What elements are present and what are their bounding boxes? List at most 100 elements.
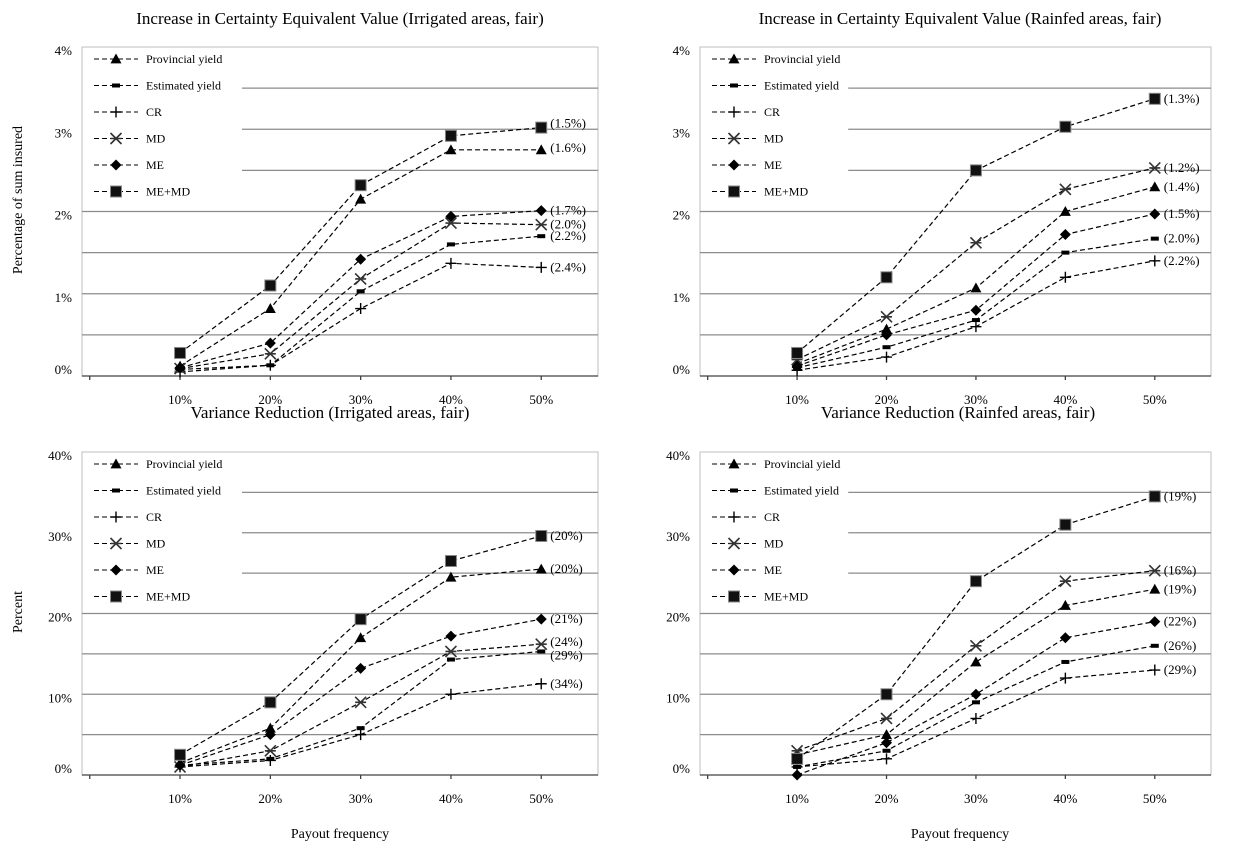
x-tick-label: 10%	[785, 392, 809, 407]
legend: Provincial yield Estimated yield CR MD ME ME+…	[712, 457, 840, 604]
legend-label: ME+MD	[146, 590, 190, 604]
legend-marker	[728, 159, 740, 171]
series-cr: (2.2%)	[791, 253, 1200, 376]
x-tick-label: 50%	[1143, 392, 1167, 407]
y-tick-label: 2%	[673, 208, 691, 223]
series-me-md: (20%)	[174, 528, 583, 761]
data-point	[1149, 583, 1161, 594]
data-point	[1148, 490, 1161, 503]
y-tick-label: 0%	[55, 362, 73, 377]
series-line	[796, 167, 1155, 361]
chart-title: Variance Reduction (Rainfed areas, fair)	[821, 403, 1095, 422]
series-annotation: (2.2%)	[550, 228, 586, 243]
legend-label: Estimated yield	[764, 484, 839, 498]
data-point	[445, 257, 457, 269]
series-me: (1.7%)	[174, 203, 586, 374]
legend-marker	[728, 185, 740, 198]
legend-label: MD	[764, 132, 784, 146]
y-tick-label: 30%	[666, 529, 690, 544]
legend-label: Provincial yield	[764, 52, 840, 66]
x-tick-label: 20%	[258, 791, 282, 806]
legend-label: CR	[146, 105, 162, 119]
x-tick-label: 30%	[964, 791, 988, 806]
data-point	[971, 318, 980, 323]
series-provincial-yield: (19%)	[791, 581, 1196, 760]
legend-label: MD	[146, 132, 166, 146]
data-point	[969, 236, 983, 249]
series-annotation: (2.4%)	[550, 259, 586, 274]
x-tick-label: 50%	[1143, 791, 1167, 806]
legend-label: ME	[146, 158, 164, 172]
legend-label: CR	[146, 510, 162, 524]
data-point	[970, 656, 982, 667]
data-point	[264, 337, 276, 349]
x-tick-label: 40%	[439, 392, 463, 407]
x-tick-label: 40%	[1053, 791, 1077, 806]
data-point	[174, 362, 186, 374]
y-tick-label: 4%	[55, 43, 73, 58]
data-point	[355, 662, 367, 674]
data-point	[881, 729, 893, 740]
chart-title: Increase in Certainty Equivalent Value (…	[759, 9, 1162, 28]
series-line	[179, 643, 542, 768]
data-point	[535, 144, 547, 155]
data-point	[445, 688, 457, 700]
legend-marker	[727, 537, 741, 550]
legend-marker	[110, 590, 122, 603]
data-point	[971, 700, 980, 705]
data-point	[354, 179, 367, 192]
series-annotation: (2.0%)	[550, 217, 586, 232]
y-axis-label: Percent	[11, 591, 26, 633]
legend-marker	[728, 564, 740, 576]
data-point	[1059, 632, 1071, 644]
legend-label: Estimated yield	[146, 484, 221, 498]
x-tick-label: 20%	[875, 791, 899, 806]
series-line	[179, 683, 542, 768]
legend-marker	[112, 488, 120, 493]
legend-marker	[728, 590, 740, 603]
data-point	[446, 657, 455, 662]
data-point	[881, 737, 893, 749]
data-point	[1150, 236, 1159, 241]
series-estimated-yield: (26%)	[793, 638, 1196, 769]
x-tick-label: 30%	[349, 392, 373, 407]
y-tick-label: 10%	[48, 690, 72, 705]
legend-label: ME+MD	[764, 590, 808, 604]
legend-label: Provincial yield	[764, 457, 840, 471]
y-tick-label: 3%	[55, 125, 73, 140]
data-point	[535, 205, 547, 217]
data-point	[264, 754, 276, 766]
data-point	[356, 726, 365, 731]
y-tick-label: 20%	[48, 610, 72, 625]
data-point	[355, 729, 367, 741]
legend-marker	[112, 83, 120, 88]
series-annotation: (1.3%)	[1164, 91, 1200, 106]
data-point	[535, 261, 547, 273]
y-tick-label: 0%	[55, 761, 73, 776]
chart-title: Variance Reduction (Irrigated areas, fai…	[191, 403, 470, 422]
data-point	[791, 360, 803, 372]
series-annotation: (2.0%)	[1164, 231, 1200, 246]
series-annotation: (26%)	[1164, 638, 1197, 653]
data-point	[264, 347, 277, 360]
series-md: (16%)	[791, 563, 1196, 757]
legend-label: ME	[764, 158, 782, 172]
y-tick-label: 30%	[48, 529, 72, 544]
data-point	[880, 688, 893, 701]
series-annotation: (29%)	[1164, 662, 1197, 677]
data-point	[970, 304, 982, 316]
data-point	[969, 575, 982, 588]
legend-label: Estimated yield	[146, 79, 221, 93]
data-point	[880, 271, 893, 284]
legend-label: CR	[764, 105, 780, 119]
legend-label: MD	[764, 537, 784, 551]
y-tick-label: 3%	[673, 125, 691, 140]
legend-label: MD	[146, 537, 166, 551]
series-annotation: (24%)	[550, 634, 583, 649]
series-line	[179, 210, 542, 369]
series-me-md: (1.5%)	[174, 116, 586, 359]
x-tick-label: 10%	[168, 392, 192, 407]
series-annotation: (29%)	[550, 647, 583, 662]
legend-marker	[110, 564, 122, 576]
